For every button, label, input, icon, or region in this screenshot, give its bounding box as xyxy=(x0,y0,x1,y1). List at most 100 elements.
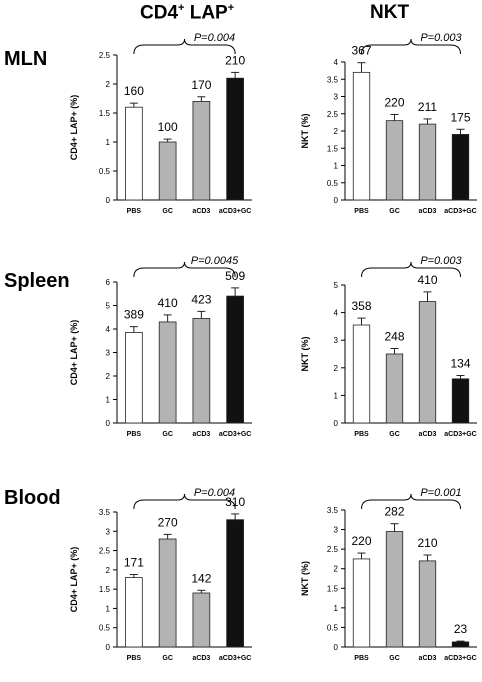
y-axis-label: CD4+ LAP+ (%) xyxy=(69,95,79,161)
y-tick-label: 2 xyxy=(334,565,339,574)
y-tick-label: 6 xyxy=(106,278,111,287)
y-tick-label: 0.5 xyxy=(327,179,339,188)
data-label: 220 xyxy=(351,534,371,548)
significance-brace xyxy=(361,493,461,510)
data-label: 282 xyxy=(384,505,404,519)
category-label: PBS xyxy=(127,655,142,662)
row-label-blood: Blood xyxy=(4,487,61,509)
bar xyxy=(125,332,143,424)
y-tick-label: 3 xyxy=(334,526,339,535)
bar xyxy=(125,106,143,201)
y-tick-label: 1.5 xyxy=(327,144,339,153)
category-label: GC xyxy=(162,208,173,215)
bar xyxy=(352,324,371,424)
category-label: aCD3+GC xyxy=(444,431,476,438)
bar xyxy=(451,134,470,201)
y-tick-label: 1 xyxy=(334,391,339,400)
data-label: 248 xyxy=(384,329,404,343)
y-tick-label: 1 xyxy=(106,138,111,147)
bar xyxy=(158,141,177,201)
category-label: aCD3 xyxy=(192,208,210,215)
data-label: 270 xyxy=(158,515,178,529)
y-tick-label: 1 xyxy=(106,396,111,405)
category-label: aCD3+GC xyxy=(444,208,476,215)
y-tick-label: 3.5 xyxy=(327,506,339,515)
bar xyxy=(418,301,437,424)
category-label: GC xyxy=(162,655,173,662)
data-label: 23 xyxy=(454,622,468,636)
bar xyxy=(385,531,404,648)
bar xyxy=(385,353,404,424)
data-label: 423 xyxy=(191,292,211,306)
category-label: aCD3 xyxy=(192,431,210,438)
y-tick-label: 0.5 xyxy=(99,167,111,176)
data-label: 171 xyxy=(124,555,144,569)
category-label: PBS xyxy=(127,208,142,215)
data-label: 210 xyxy=(225,53,245,67)
bar xyxy=(418,123,437,201)
p-value-label: P=0.003 xyxy=(420,255,462,267)
data-label: 100 xyxy=(158,120,178,134)
category-label: PBS xyxy=(354,431,369,438)
category-label: GC xyxy=(162,431,173,438)
y-tick-label: 3 xyxy=(334,93,339,102)
category-label: aCD3+GC xyxy=(444,655,476,662)
bar xyxy=(192,101,211,201)
y-tick-label: 0.5 xyxy=(99,624,111,633)
data-label: 170 xyxy=(191,78,211,92)
column-title-cd4-lap: CD4+ LAP+ xyxy=(140,2,235,24)
category-label: aCD3 xyxy=(419,208,437,215)
category-label: GC xyxy=(389,208,400,215)
bar xyxy=(158,538,177,648)
y-tick-label: 4 xyxy=(106,325,111,334)
data-label: 410 xyxy=(417,273,437,287)
y-tick-label: 2.5 xyxy=(327,110,339,119)
y-tick-label: 2 xyxy=(106,566,111,575)
p-value-label: P=0.001 xyxy=(420,487,461,499)
bar xyxy=(451,641,470,648)
category-label: aCD3+GC xyxy=(219,655,251,662)
y-tick-label: 2 xyxy=(106,80,111,89)
y-tick-label: 2.5 xyxy=(99,547,111,556)
data-label: 211 xyxy=(418,100,437,114)
y-tick-label: 2.5 xyxy=(327,545,339,554)
bar xyxy=(192,318,211,424)
y-tick-label: 0 xyxy=(106,419,111,428)
y-axis-label: CD4+ LAP+ (%) xyxy=(69,547,79,613)
category-label: aCD3+GC xyxy=(219,431,251,438)
data-label: 134 xyxy=(450,357,470,371)
y-tick-label: 2 xyxy=(334,364,339,373)
bar xyxy=(418,560,437,648)
data-label: 310 xyxy=(225,495,245,509)
p-value-label: P=0.0045 xyxy=(191,255,239,267)
row-label-mln: MLN xyxy=(4,48,48,70)
category-label: PBS xyxy=(354,655,369,662)
y-tick-label: 3.5 xyxy=(327,75,339,84)
bar xyxy=(158,321,177,424)
y-tick-label: 4 xyxy=(334,309,339,318)
bar xyxy=(226,519,244,648)
data-label: 389 xyxy=(124,308,144,322)
p-value-label: P=0.004 xyxy=(194,487,235,499)
y-tick-label: 0 xyxy=(334,419,339,428)
bar xyxy=(226,77,244,201)
y-tick-label: 4 xyxy=(334,58,339,67)
y-tick-label: 1 xyxy=(334,604,339,613)
y-tick-label: 3 xyxy=(106,349,111,358)
p-value-label: P=0.003 xyxy=(420,32,462,44)
data-label: 175 xyxy=(450,110,470,124)
y-tick-label: 2.5 xyxy=(99,51,111,60)
category-label: PBS xyxy=(354,208,369,215)
data-label: 410 xyxy=(158,296,178,310)
data-label: 220 xyxy=(384,95,404,109)
y-tick-label: 1.5 xyxy=(327,584,339,593)
y-tick-label: 3 xyxy=(334,336,339,345)
y-tick-label: 3 xyxy=(106,527,111,536)
y-tick-label: 5 xyxy=(106,302,111,311)
y-tick-label: 0.5 xyxy=(327,623,339,632)
category-label: GC xyxy=(389,655,400,662)
significance-brace xyxy=(133,493,236,510)
y-tick-label: 0 xyxy=(106,643,111,652)
p-value-label: P=0.004 xyxy=(194,32,235,44)
